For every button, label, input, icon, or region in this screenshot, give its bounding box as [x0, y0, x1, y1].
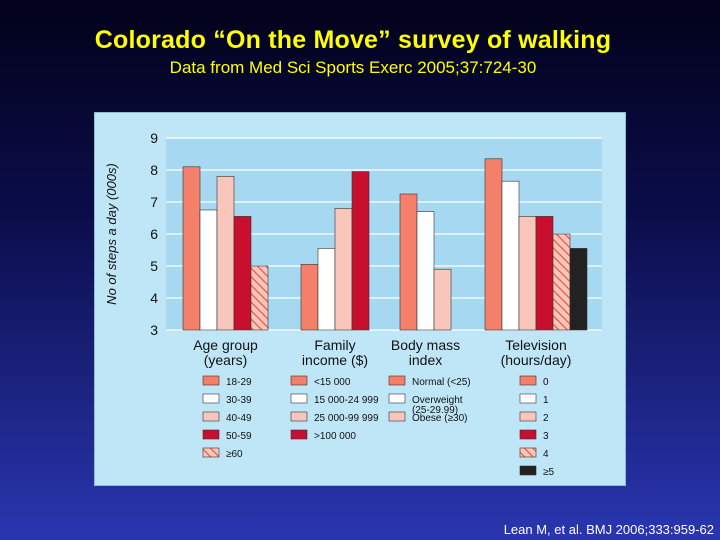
bar	[484, 158, 503, 331]
steps-bar-chart: 3 4 5 6 7 8 9 No of steps a day (000s) Age group…	[104, 130, 602, 478]
legend-label: 0	[543, 377, 549, 388]
bar	[300, 264, 319, 331]
legend-swatch	[519, 429, 537, 440]
legend-label: 1	[543, 395, 549, 406]
legend-label: 3	[543, 431, 549, 442]
bar	[351, 171, 370, 331]
bar	[552, 233, 571, 331]
legend-swatch	[519, 375, 537, 386]
group-label: (years)	[204, 352, 248, 368]
legend-swatch	[388, 411, 406, 422]
citation: Lean M, et al. BMJ 2006;333:959-62	[503, 522, 714, 537]
legend-swatch	[202, 375, 220, 386]
legend-swatch	[519, 447, 537, 458]
y-tick-label: 3	[150, 322, 158, 338]
legend-label: 50-59	[226, 431, 252, 442]
legend-label: Overweight	[412, 395, 463, 406]
y-tick-label: 4	[150, 290, 158, 306]
bar	[182, 166, 201, 331]
slide-title: Colorado “On the Move” survey of walking	[94, 26, 612, 54]
y-tick-label: 6	[150, 226, 158, 242]
legend-label: 4	[543, 449, 549, 460]
group-label: Body mass	[391, 337, 460, 353]
bar	[416, 211, 435, 331]
group-label: (hours/day)	[501, 352, 572, 368]
group-label: Age group	[193, 337, 258, 353]
legend-swatch	[202, 447, 220, 458]
bar	[216, 176, 235, 331]
legend-label: ≥5	[543, 467, 554, 478]
chart-panel: 3 4 5 6 7 8 9 No of steps a day (000s) Age group…	[94, 112, 626, 486]
y-tick-label: 8	[150, 162, 158, 178]
bar	[199, 209, 218, 331]
legend-swatch	[290, 429, 308, 440]
group-label: Television	[505, 337, 566, 353]
legend-label: 15 000-24 999	[314, 395, 379, 406]
slide-subtitle: Data from Med Sci Sports Exerc 2005;37:7…	[169, 58, 537, 77]
legend-label: Normal (<25)	[412, 377, 471, 388]
legend-label: 25 000-99 999	[314, 413, 379, 424]
legend-label: >100 000	[314, 431, 356, 442]
bar	[569, 248, 588, 331]
legend-swatch	[290, 375, 308, 386]
bar	[250, 265, 269, 331]
group-label: index	[409, 352, 442, 368]
legend-swatch	[202, 393, 220, 404]
legend-swatch	[519, 411, 537, 422]
bar	[317, 248, 336, 331]
y-tick-label: 9	[150, 130, 158, 146]
legend-label: ≥60	[226, 449, 243, 460]
bar	[334, 208, 353, 331]
legend-label: 30-39	[226, 395, 252, 406]
legend-swatch	[388, 375, 406, 386]
legend-label: (25-29.99)	[412, 405, 458, 416]
legend-label: 2	[543, 413, 549, 424]
legend-label: 18-29	[226, 377, 252, 388]
y-tick-label: 7	[150, 194, 158, 210]
legend-swatch	[519, 465, 537, 476]
legend-swatch	[290, 411, 308, 422]
legend-swatch	[519, 393, 537, 404]
legend-swatch	[388, 393, 406, 404]
legend-swatch	[202, 429, 220, 440]
y-axis-label: No of steps a day (000s)	[104, 163, 119, 305]
bar	[399, 193, 418, 331]
bar	[518, 216, 537, 331]
bar	[501, 180, 520, 331]
y-tick-label: 5	[150, 258, 158, 274]
legend-label: Obese (≥30)	[412, 413, 468, 424]
legend-label: <15 000	[314, 377, 351, 388]
bar	[535, 216, 554, 331]
legend-swatch	[290, 393, 308, 404]
bar	[233, 216, 252, 331]
bar	[433, 268, 452, 331]
legend-label: 40-49	[226, 413, 252, 424]
group-label: income ($)	[302, 352, 368, 368]
group-label: Family	[314, 337, 355, 353]
legend-swatch	[202, 411, 220, 422]
